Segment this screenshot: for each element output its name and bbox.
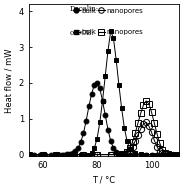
Text: o-DCB:: o-DCB: — [69, 29, 94, 36]
Y-axis label: Heat flow / mW: Heat flow / mW — [4, 48, 13, 112]
X-axis label: T / °C: T / °C — [92, 176, 115, 185]
Legend: bulk, nanopores: bulk, nanopores — [73, 29, 143, 35]
Text: Decalin:: Decalin: — [69, 5, 99, 13]
